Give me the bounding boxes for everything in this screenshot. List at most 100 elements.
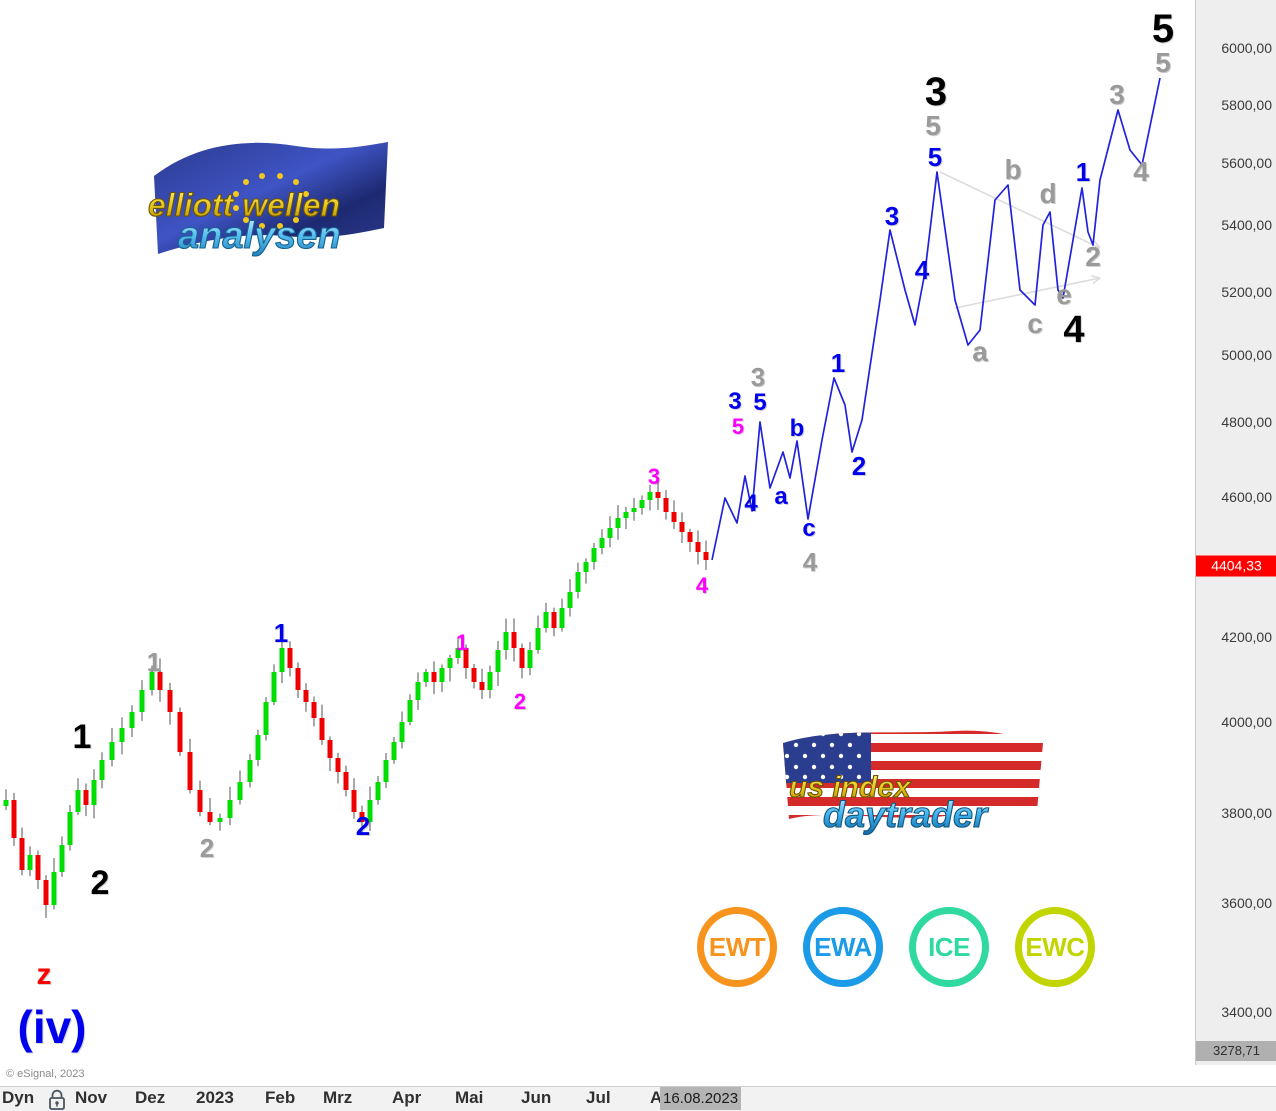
candle-up [255, 735, 261, 760]
wave-label-4: 4 [744, 490, 758, 517]
candle-down [351, 790, 357, 812]
badge-ice[interactable]: ICE [909, 907, 989, 987]
candle-up [623, 512, 629, 518]
candlestick-series [3, 482, 709, 918]
price-tick: 6000,00 [1221, 40, 1272, 56]
candle-up [119, 728, 125, 742]
wave-label-1: 1 [273, 618, 289, 648]
candle-up [455, 648, 461, 658]
low-price-badge: 3278,71 [1196, 1041, 1276, 1061]
candle-down [197, 790, 203, 812]
candle-up [415, 682, 421, 700]
wave-label-iv: (iv) [17, 1001, 87, 1053]
candle-down [327, 740, 333, 758]
candle-up [495, 650, 501, 672]
wave-label-1: 1 [830, 348, 846, 378]
price-tick: 4600,00 [1221, 489, 1272, 505]
wave-label-5: 5 [925, 110, 941, 141]
wave-label-b: b [1004, 154, 1022, 185]
time-tick: Dez [135, 1088, 166, 1107]
candle-up [3, 800, 9, 806]
price-tick: 5000,00 [1221, 347, 1272, 363]
wave-label-5: 5 [731, 414, 745, 439]
candle-up [263, 702, 269, 735]
wave-label-5: 5 [1151, 7, 1175, 51]
candle-up [607, 528, 613, 538]
candle-up [527, 650, 533, 668]
time-tick: Jun [521, 1088, 552, 1107]
candle-down [703, 552, 709, 560]
wave-label-5: 5 [753, 389, 767, 416]
candle-up [439, 668, 445, 682]
svg-text:analysen: analysen [178, 215, 341, 257]
badge-ewa[interactable]: EWA [803, 907, 883, 987]
time-tick: Mrz [323, 1088, 353, 1107]
candle-down [551, 612, 557, 628]
wave-label-3: 3 [1109, 79, 1125, 110]
candle-down [695, 542, 701, 552]
candle-up [383, 760, 389, 782]
badge-ewc[interactable]: EWC [1015, 907, 1095, 987]
wave-label-a: a [774, 483, 788, 510]
wave-label-e: e [1056, 279, 1072, 310]
us-index-daytrader-logo: us index daytrader [783, 730, 1043, 835]
candle-up [375, 782, 381, 800]
candle-down [335, 758, 341, 772]
candle-down [295, 668, 301, 690]
wave-label-2: 2 [851, 451, 867, 481]
candle-up [271, 672, 277, 702]
candle-up [591, 548, 597, 562]
wave-label-1: 1 [72, 718, 92, 756]
candle-up [217, 818, 223, 822]
wave-label-3: 3 [647, 464, 661, 489]
candle-up [567, 592, 573, 608]
candle-up [27, 855, 33, 870]
lock-icon[interactable] [47, 1089, 67, 1110]
crosshair-date-box: 16.08.2023 [660, 1087, 742, 1110]
wave-label-1: 1 [1075, 157, 1091, 187]
candle-down [663, 498, 669, 512]
candle-down [287, 648, 293, 668]
last-price-badge: 4404,33 [1196, 555, 1276, 577]
candle-up [149, 672, 155, 690]
projection-polyline [711, 77, 1161, 561]
candle-down [359, 812, 365, 822]
candle-up [407, 700, 413, 722]
wave-label-2: 2 [199, 833, 215, 863]
candle-up [59, 845, 65, 872]
candle-down [303, 690, 309, 702]
candle-down [207, 812, 213, 822]
time-tick: Mai [455, 1088, 484, 1107]
price-tick: 3800,00 [1221, 805, 1272, 821]
candle-up [631, 508, 637, 512]
wave-label-d: d [1039, 178, 1057, 209]
candle-down [519, 648, 525, 668]
wave-label-c: c [1027, 308, 1043, 339]
wave-label-4: 4 [1133, 156, 1149, 187]
candle-up [367, 800, 373, 822]
projection-path [711, 77, 1161, 561]
wave-label-2: 2 [90, 864, 110, 902]
wave-label-3: 3 [728, 388, 742, 415]
price-axis[interactable]: 6000,00 5800,00 5600,00 5400,00 5200,00 5000,… [1195, 0, 1276, 1065]
candle-down [655, 492, 661, 498]
price-tick: 5400,00 [1221, 217, 1272, 233]
dyn-label[interactable]: Dyn [2, 1088, 35, 1107]
candle-up [647, 492, 653, 500]
time-tick: Apr [392, 1088, 422, 1107]
wave-label-4: 4 [1063, 309, 1085, 351]
candle-down [671, 512, 677, 522]
badge-ewt[interactable]: EWT [697, 907, 777, 987]
candle-up [639, 500, 645, 508]
time-axis[interactable]: Dyn Nov Dez 2023 Feb Mrz Apr Mai Jun Jul A 16.08.… [0, 1086, 1276, 1111]
badge-ewt-label: EWT [708, 931, 766, 962]
wave-label-2: 2 [355, 811, 371, 841]
trendline-arrowhead [1091, 275, 1101, 285]
candle-up [583, 562, 589, 572]
wave-label-1: 1 [146, 647, 162, 677]
badge-row: EWT EWA ICE EWC [697, 907, 1095, 987]
candle-up [423, 672, 429, 682]
candle-up [279, 648, 285, 672]
chart-plot-area[interactable]: elliott wellen analysen [0, 0, 1195, 1065]
candle-down [11, 800, 17, 838]
